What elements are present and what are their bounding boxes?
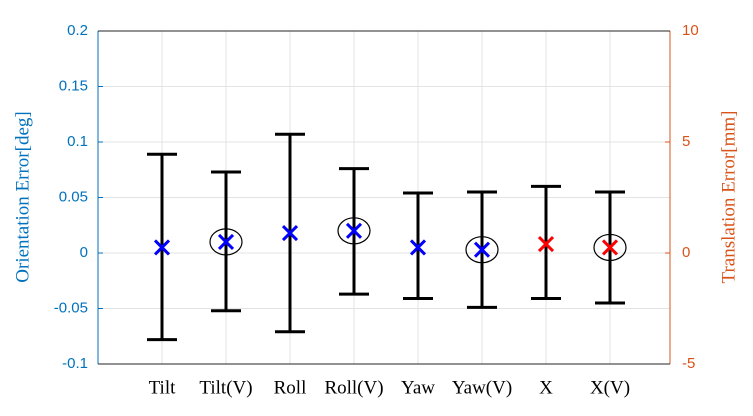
point: [217, 233, 235, 250]
point: [409, 239, 427, 256]
y-tick-label: -0.05: [54, 299, 88, 316]
y-axis-label: Orientation Error[deg]: [12, 111, 33, 282]
point: [153, 239, 171, 256]
point: [601, 239, 619, 256]
y-tick-label: 0.1: [67, 133, 88, 150]
point: [537, 236, 555, 253]
y2-axis-label: Translation Error[mm]: [718, 111, 739, 284]
y2-tick-label: -5: [682, 355, 695, 372]
x-tick-label: X: [539, 377, 553, 398]
x-tick-label: Roll: [274, 377, 307, 398]
y-tick-label: -0.1: [62, 355, 88, 372]
point: [345, 222, 363, 239]
point: [281, 224, 299, 242]
circle-marker: [209, 228, 243, 256]
y-tick-label: 0.2: [67, 22, 88, 39]
circle-marker: [465, 236, 499, 264]
y2-tick-label: 0: [682, 244, 690, 261]
y2-tick-label: 10: [682, 22, 699, 39]
circle-marker: [337, 217, 371, 245]
y-tick-label: 0.05: [59, 188, 88, 205]
circle-marker: [593, 233, 627, 262]
x-tick-label: Roll(V): [324, 377, 383, 398]
y-tick-label: 0: [80, 244, 88, 261]
y2-tick-label: 5: [682, 133, 690, 150]
y-tick-label: 0.15: [59, 77, 88, 94]
x-tick-label: Yaw(V): [452, 377, 512, 398]
x-tick-label: Tilt: [149, 377, 176, 398]
x-tick-label: Yaw: [401, 377, 435, 398]
point: [473, 241, 491, 258]
x-tick-label: Tilt(V): [199, 377, 252, 398]
x-tick-label: X(V): [590, 377, 630, 398]
